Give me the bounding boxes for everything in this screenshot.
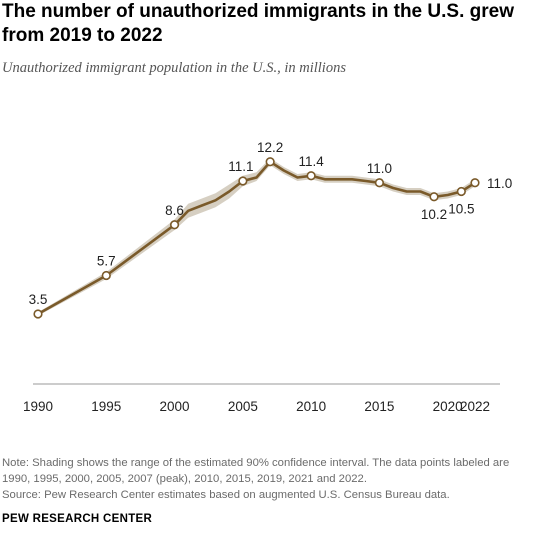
x-tick-label: 1995 [91,399,121,414]
chart-subtitle: Unauthorized immigrant population in the… [2,60,346,76]
source-text: Source: Pew Research Center estimates ba… [2,489,450,501]
data-point-marker [429,192,439,202]
data-label: 10.5 [448,202,474,217]
data-label: 5.7 [97,254,116,269]
data-label: 11.4 [298,154,324,169]
x-tick-label: 2020 [433,399,463,414]
x-tick-label: 2015 [364,399,394,414]
chart-note: Note: Shading shows the range of the est… [2,455,527,503]
data-point-marker [456,186,466,197]
data-point-marker [470,178,480,188]
x-tick-label: 2000 [160,399,190,414]
note-text: Note: Shading shows the range of the est… [2,457,510,485]
x-tick-label: 2022 [460,399,490,414]
data-point-marker [306,171,316,181]
chart-title: The number of unauthorized immigrants in… [2,1,514,46]
confidence-interval-band [38,158,475,316]
data-point-marker [169,220,180,230]
x-tick-label: 2010 [296,399,326,414]
data-label: 12.2 [257,140,283,155]
data-label: 8.6 [165,203,184,218]
data-label: 10.2 [421,207,447,222]
data-label: 11.0 [487,176,512,191]
brand-logo-text: PEW RESEARCH CENTER [2,513,153,525]
data-point-marker [374,178,385,188]
data-label: 11.1 [228,159,253,174]
data-label: 3.5 [29,292,48,307]
series-line [36,160,477,316]
x-tick-label: 2005 [228,399,258,414]
data-point-marker [33,309,43,319]
data-point-marker [265,157,275,167]
x-tick-label: 1990 [23,399,53,414]
data-label: 11.0 [367,161,392,176]
data-point-marker [101,270,111,281]
data-point-marker [238,176,248,186]
